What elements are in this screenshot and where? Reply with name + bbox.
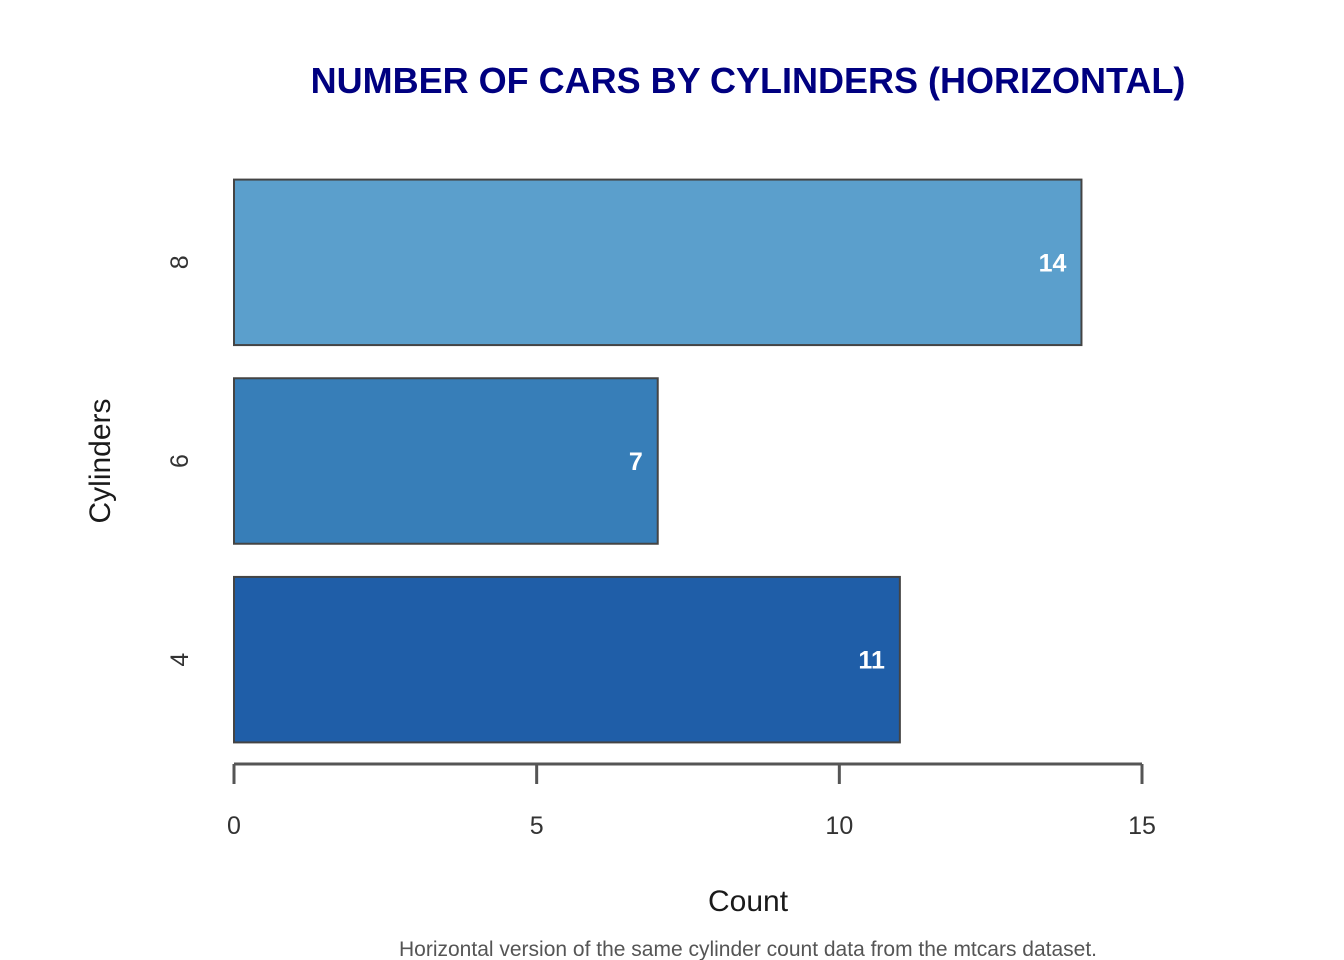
bar-value-label: 11 — [858, 647, 885, 675]
category-labels-layer: 4 6 8 — [166, 255, 194, 666]
chart-title: NUMBER OF CARS BY CYLINDERS (HORIZONTAL) — [311, 60, 1186, 101]
y-axis-label: Cylinders — [84, 398, 117, 523]
bar-value-label: 14 — [1039, 249, 1067, 277]
y-tick-label: 4 — [166, 653, 194, 667]
x-tick-label: 15 — [1128, 812, 1156, 840]
bar-cyl-6 — [233, 377, 659, 545]
bars-layer — [233, 178, 1083, 744]
y-tick-label: 6 — [166, 454, 194, 468]
chart-caption: Horizontal version of the same cylinder … — [399, 938, 1097, 960]
x-tick-label: 10 — [825, 812, 853, 840]
bar-cyl-4 — [233, 575, 901, 744]
x-tick-label: 5 — [530, 812, 544, 840]
bar-cyl-8 — [233, 178, 1083, 347]
bar-value-label: 7 — [629, 448, 643, 476]
x-tick-label: 0 — [227, 812, 241, 840]
x-axis-label: Count — [708, 885, 789, 918]
value-labels-layer: 11 7 14 — [629, 249, 1067, 674]
x-ticks-layer: 0 5 10 15 — [227, 764, 1156, 840]
y-tick-label: 8 — [166, 255, 194, 269]
